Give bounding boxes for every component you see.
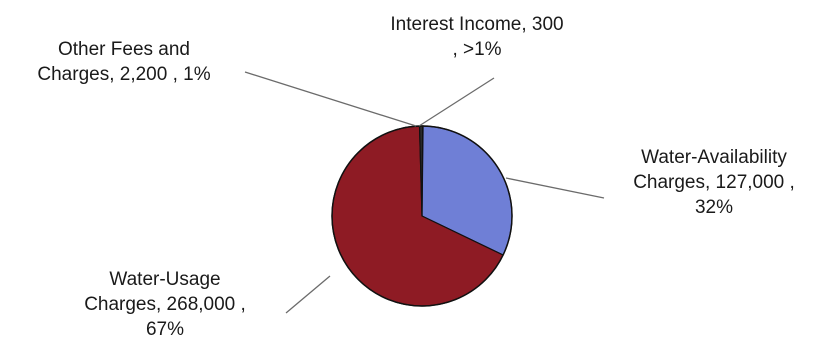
label-water-usage-line-1: Water-Usage (109, 269, 221, 290)
label-water-availability-line-1: Water-Availability (641, 147, 787, 168)
label-other-fees: Other Fees and Charges, 2,200 , 1% (4, 37, 244, 87)
label-water-availability-line-2: Charges, 127,000 , (633, 172, 795, 193)
label-water-availability: Water-Availability Charges, 127,000 , 32… (604, 145, 824, 220)
label-water-usage-line-2: Charges, 268,000 , (84, 294, 246, 315)
label-interest-income: Interest Income, 300 , >1% (362, 12, 592, 62)
label-other-fees-line-1: Other Fees and (57, 39, 191, 60)
label-other-fees-line-2: Charges, 2,200 , 1% (37, 64, 211, 85)
label-interest-income-line-1: Interest Income, 300 (390, 14, 564, 35)
leader-other-fees (244, 71, 417, 127)
leader-water-availability (505, 177, 605, 199)
label-water-availability-line-3: 32% (694, 197, 734, 218)
leader-lines (244, 71, 605, 314)
pie-slices (331, 125, 513, 307)
label-water-usage: Water-Usage Charges, 268,000 , 67% (50, 267, 280, 342)
label-water-usage-line-3: 67% (145, 319, 185, 340)
leader-water-usage (285, 275, 331, 314)
leader-interest-income (418, 77, 495, 127)
label-interest-income-line-2: , >1% (452, 39, 502, 60)
pie-outline (331, 125, 513, 307)
